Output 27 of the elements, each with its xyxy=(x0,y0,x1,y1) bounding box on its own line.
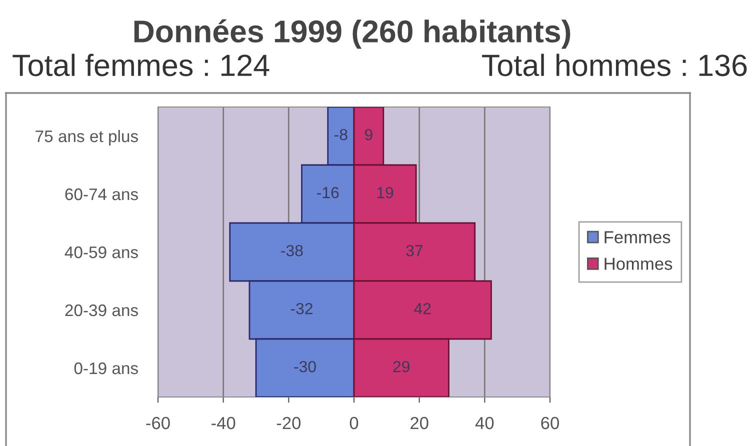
data-label: -38 xyxy=(281,244,303,256)
data-label: -32 xyxy=(290,302,312,314)
x-tick-label: -20 xyxy=(276,416,301,430)
y-tick-label: 75 ans et plus xyxy=(36,130,138,146)
chart-title: Données 1999 (260 habitants) xyxy=(134,19,570,49)
data-label: 37 xyxy=(406,244,423,256)
y-tick-label: 60-74 ans xyxy=(65,188,138,200)
y-tick-label: 40-59 ans xyxy=(64,246,138,258)
x-tick-label: -60 xyxy=(146,416,170,430)
y-tick-label: 20-39 ans xyxy=(65,304,138,316)
x-tick-label: -40 xyxy=(212,416,236,430)
legend-label: Femmes xyxy=(604,231,670,244)
data-label: 19 xyxy=(377,186,394,198)
data-label: -8 xyxy=(334,128,348,140)
legend-label: Hommes xyxy=(604,258,672,270)
data-label: 42 xyxy=(414,302,431,314)
x-tick-label: 20 xyxy=(410,416,428,430)
x-tick-label: 40 xyxy=(475,416,494,430)
text: Total femmes : 124 xyxy=(12,54,270,76)
data-label: -30 xyxy=(294,360,316,372)
x-tick-label: 60 xyxy=(541,416,559,430)
data-label: 29 xyxy=(393,360,410,372)
text: Total hommes : 136 xyxy=(482,54,747,76)
data-label: 9 xyxy=(365,128,372,140)
data-label: -16 xyxy=(317,186,339,198)
x-tick-label: 0 xyxy=(350,416,358,430)
y-tick-label: 0-19 ans xyxy=(74,362,138,374)
